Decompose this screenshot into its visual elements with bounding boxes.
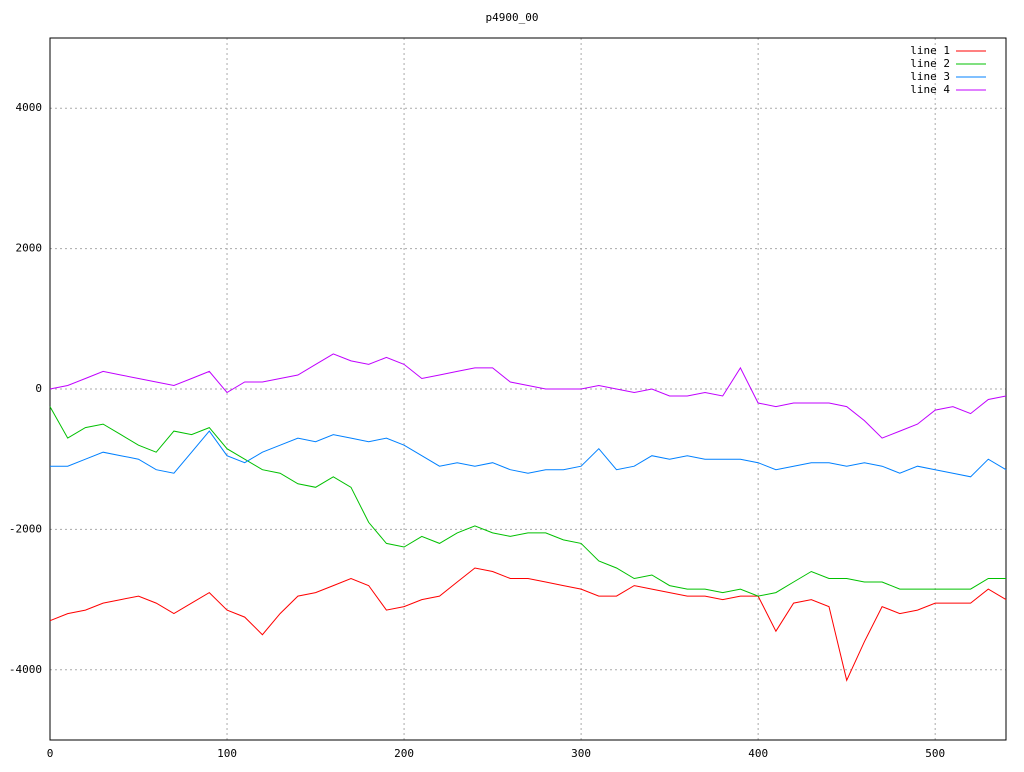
y-tick-label: 2000 <box>16 242 43 255</box>
y-tick-label: -2000 <box>9 522 42 535</box>
series-line <box>49 353 1007 439</box>
legend-label: line 3 <box>910 70 950 83</box>
series-line <box>49 567 1007 682</box>
x-tick-label: 0 <box>47 747 54 760</box>
y-tick-label: -4000 <box>9 663 42 676</box>
legend-label: line 4 <box>910 83 950 96</box>
chart-title: p4900_00 <box>486 11 539 24</box>
legend-label: line 2 <box>910 57 950 70</box>
legend-label: line 1 <box>910 44 950 57</box>
x-tick-label: 400 <box>748 747 768 760</box>
y-tick-label: 0 <box>35 382 42 395</box>
x-tick-label: 200 <box>394 747 414 760</box>
series-line <box>50 430 1007 478</box>
x-tick-label: 100 <box>217 747 237 760</box>
x-tick-label: 500 <box>925 747 945 760</box>
y-tick-label: 4000 <box>16 101 43 114</box>
x-tick-label: 300 <box>571 747 591 760</box>
series-line <box>49 406 1006 597</box>
plot-frame <box>49 37 1007 741</box>
